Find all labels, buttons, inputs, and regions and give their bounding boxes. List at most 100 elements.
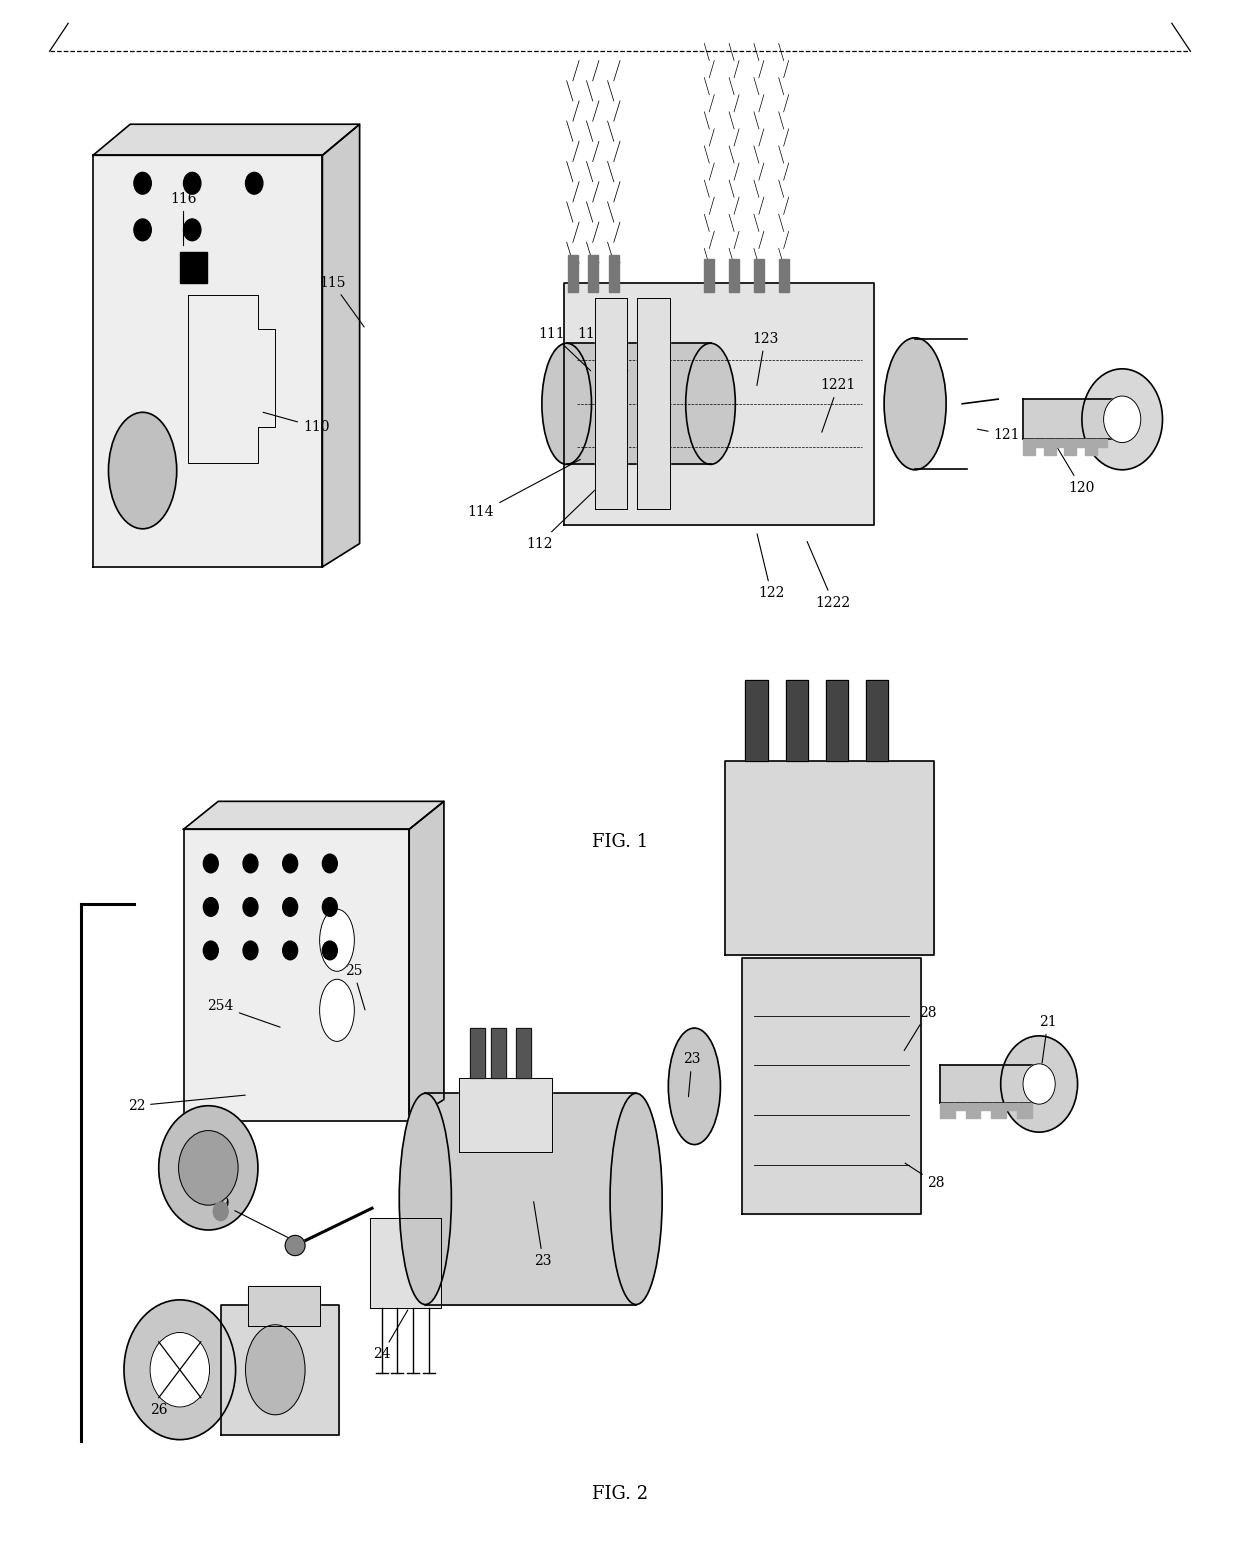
Circle shape [322,854,337,873]
Bar [248,1286,320,1326]
Text: 110: 110 [263,412,330,435]
Polygon shape [1017,1103,1032,1118]
Polygon shape [725,761,934,955]
Circle shape [184,219,201,241]
Bar [180,252,207,283]
Polygon shape [786,680,808,761]
Polygon shape [745,680,768,761]
Polygon shape [409,801,444,1121]
Polygon shape [742,958,921,1214]
Polygon shape [567,343,711,464]
Circle shape [203,941,218,960]
Text: FIG. 1: FIG. 1 [591,832,649,851]
Polygon shape [425,1093,636,1305]
Polygon shape [1085,439,1097,455]
Ellipse shape [884,337,946,469]
Circle shape [184,172,201,194]
Polygon shape [184,829,409,1121]
Circle shape [246,172,263,194]
Text: 1221: 1221 [821,377,856,432]
Text: 1222: 1222 [807,542,851,610]
Polygon shape [588,255,598,292]
Circle shape [283,941,298,960]
Ellipse shape [285,1236,305,1255]
Polygon shape [729,259,739,292]
Text: 120: 120 [1053,441,1095,495]
Circle shape [283,854,298,873]
Circle shape [213,1202,228,1221]
Text: 23: 23 [683,1051,701,1096]
Text: 121: 121 [977,427,1021,443]
Polygon shape [93,124,360,155]
Circle shape [243,854,258,873]
Ellipse shape [159,1106,258,1230]
Polygon shape [1023,439,1035,455]
Bar [370,1218,441,1308]
Text: 26: 26 [150,1367,187,1418]
Text: 28: 28 [905,1163,945,1191]
Polygon shape [866,680,888,761]
Polygon shape [1095,439,1107,447]
Polygon shape [637,298,670,509]
Ellipse shape [1104,396,1141,443]
Ellipse shape [320,909,355,971]
Circle shape [283,898,298,916]
Circle shape [322,898,337,916]
Text: 21: 21 [1039,1014,1056,1081]
Text: 24: 24 [373,1311,408,1362]
Circle shape [134,172,151,194]
Polygon shape [966,1103,981,1118]
Text: FIG. 2: FIG. 2 [591,1485,649,1503]
Ellipse shape [109,413,176,528]
Polygon shape [184,801,444,829]
Polygon shape [1064,439,1076,455]
Polygon shape [516,1028,531,1078]
Circle shape [322,941,337,960]
Ellipse shape [542,343,591,464]
Bar [459,1078,552,1152]
Ellipse shape [686,343,735,464]
Circle shape [243,941,258,960]
Polygon shape [826,680,848,761]
Polygon shape [1023,399,1122,439]
Polygon shape [1074,439,1086,447]
Ellipse shape [246,1325,305,1415]
Polygon shape [952,1103,967,1110]
Bar [221,1305,339,1435]
Text: 28: 28 [904,1005,936,1050]
Text: 254: 254 [207,999,280,1027]
Text: 116: 116 [170,191,197,245]
Polygon shape [704,259,714,292]
Text: 23: 23 [533,1202,552,1269]
Ellipse shape [1023,1064,1055,1104]
Ellipse shape [610,1093,662,1305]
Polygon shape [978,1103,993,1110]
Text: 112: 112 [526,483,601,551]
Polygon shape [1044,439,1056,455]
Text: 113: 113 [577,326,627,371]
Polygon shape [564,283,874,525]
Polygon shape [568,255,578,292]
Ellipse shape [150,1332,210,1407]
Polygon shape [940,1065,1039,1103]
Polygon shape [1033,439,1045,447]
Polygon shape [991,1103,1006,1118]
Polygon shape [491,1028,506,1078]
Polygon shape [1054,439,1066,447]
Ellipse shape [668,1028,720,1145]
Text: 122: 122 [758,534,785,601]
Ellipse shape [320,980,355,1042]
Text: 25: 25 [345,963,365,1009]
Circle shape [243,898,258,916]
Ellipse shape [179,1131,238,1205]
Polygon shape [754,259,764,292]
Text: 114: 114 [467,460,580,520]
Text: 111: 111 [538,326,590,371]
Text: 123: 123 [751,331,779,385]
Ellipse shape [124,1300,236,1440]
Polygon shape [595,298,627,509]
Polygon shape [1004,1103,1019,1110]
Text: 115: 115 [319,275,365,328]
Polygon shape [93,155,322,567]
Polygon shape [779,259,789,292]
